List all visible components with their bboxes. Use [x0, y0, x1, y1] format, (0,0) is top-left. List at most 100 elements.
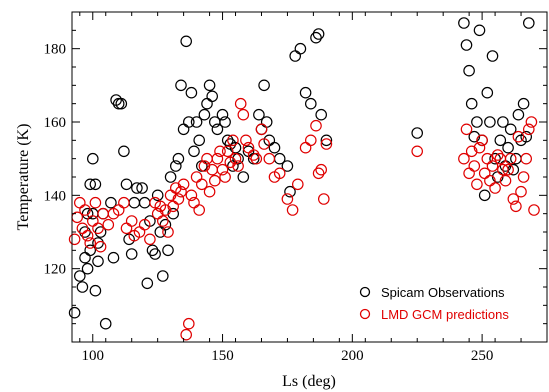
spicam-point-76	[281, 160, 294, 172]
gcm-point-4	[79, 204, 91, 216]
spicam-point-11	[89, 178, 102, 191]
gcm-point-94	[502, 163, 514, 176]
spicam-point-111	[520, 130, 532, 143]
spicam-point-26	[125, 248, 138, 260]
spicam-point-99	[489, 152, 501, 165]
gcm-point-63	[263, 152, 276, 165]
spicam-point-48	[185, 86, 198, 99]
spicam-point-82	[310, 31, 322, 44]
gcm-point-100	[517, 171, 530, 183]
spicam-point-56	[206, 90, 218, 103]
gcm-point-97	[510, 200, 522, 213]
x-tick-label: 150	[211, 348, 234, 364]
spicam-point-74	[268, 141, 281, 154]
spicam-point-77	[284, 185, 296, 198]
gcm-point-34	[180, 328, 192, 341]
spicam-point-42	[170, 160, 182, 172]
spicam-point-18	[105, 196, 117, 209]
spicam-point-85	[320, 134, 333, 147]
spicam-point-89	[463, 64, 475, 77]
x-tick-label: 100	[82, 348, 105, 364]
gcm-point-74	[317, 193, 330, 205]
spicam-point-21	[112, 97, 125, 110]
spicam-point-46	[180, 35, 192, 48]
spicam-point-90	[465, 97, 478, 110]
spicam-point-78	[289, 50, 301, 62]
gcm-point-12	[102, 218, 115, 231]
y-tick-label: 120	[44, 262, 67, 278]
spicam-point-66	[237, 171, 250, 183]
spicam-point-17	[99, 317, 112, 330]
spicam-point-14	[92, 237, 104, 249]
gcm-point-101	[520, 152, 532, 165]
gcm-point-43	[203, 185, 216, 198]
spicam-point-0	[68, 306, 81, 319]
gcm-point-11	[97, 207, 109, 220]
spicam-point-39	[162, 244, 174, 257]
spicam-point-98	[486, 50, 499, 62]
gcm-point-56	[237, 108, 250, 121]
gcm-point-42	[201, 152, 213, 165]
spicam-point-45	[177, 123, 190, 136]
gcm-point-65	[273, 167, 286, 180]
spicam-point-65	[232, 152, 244, 165]
spicam-point-72	[260, 116, 273, 128]
gcm-point-82	[471, 178, 483, 191]
gcm-point-8	[89, 196, 102, 209]
gcm-point-54	[232, 160, 244, 172]
gcm-point-55	[234, 97, 247, 110]
gcm-point-90	[491, 149, 504, 161]
spicam-point-101	[494, 134, 507, 147]
gcm-point-96	[507, 193, 520, 205]
x-tick-label: 200	[341, 348, 364, 364]
gcm-point-68	[291, 178, 304, 191]
gcm-point-10	[94, 240, 107, 253]
spicam-point-96	[481, 86, 494, 99]
gcm-point-73	[315, 163, 327, 176]
spicam-point-12	[89, 284, 102, 297]
gcm-point-25	[157, 215, 169, 227]
spicam-point-7	[84, 244, 96, 257]
spicam-point-69	[253, 108, 265, 121]
x-tick-label: 250	[471, 348, 494, 364]
gcm-point-41	[198, 160, 211, 172]
spicam-point-31	[141, 277, 154, 290]
gcm-point-84	[476, 134, 488, 147]
gcm-point-99	[515, 185, 527, 198]
gcm-point-75	[320, 138, 333, 150]
spicam-point-40	[164, 171, 177, 183]
legend-label-spicam: Spicam Observations	[381, 285, 505, 300]
spicam-point-9	[87, 152, 99, 165]
gcm-point-103	[525, 116, 538, 128]
spicam-point-83	[312, 28, 325, 40]
gcm-point-50	[221, 145, 234, 158]
spicam-point-52	[196, 160, 208, 172]
y-tick-label: 160	[44, 115, 67, 131]
gcm-point-35	[183, 317, 195, 330]
spicam-point-97	[484, 116, 496, 128]
spicam-point-30	[138, 196, 151, 209]
spicam-point-50	[190, 116, 203, 128]
gcm-point-62	[258, 138, 270, 150]
gcm-point-104	[528, 204, 540, 216]
spicam-point-1	[74, 270, 86, 282]
gcm-point-2	[74, 196, 86, 209]
spicam-point-80	[299, 86, 312, 99]
gcm-point-7	[87, 215, 99, 227]
gcm-point-39	[193, 204, 205, 216]
spicam-point-108	[512, 108, 525, 121]
spicam-point-51	[193, 134, 205, 147]
gcm-point-48	[216, 163, 229, 176]
gcm-point-57	[240, 134, 252, 147]
spicam-point-3	[79, 251, 91, 264]
spicam-point-8	[84, 178, 96, 191]
gcm-point-69	[299, 141, 312, 154]
legend-label-gcm: LMD GCM predictions	[381, 307, 509, 322]
spicam-point-59	[216, 108, 229, 121]
spicam-point-105	[504, 123, 517, 136]
gcm-point-15	[118, 196, 130, 209]
spicam-point-15	[94, 226, 107, 238]
gcm-point-3	[76, 222, 89, 235]
spicam-point-54	[201, 97, 213, 110]
